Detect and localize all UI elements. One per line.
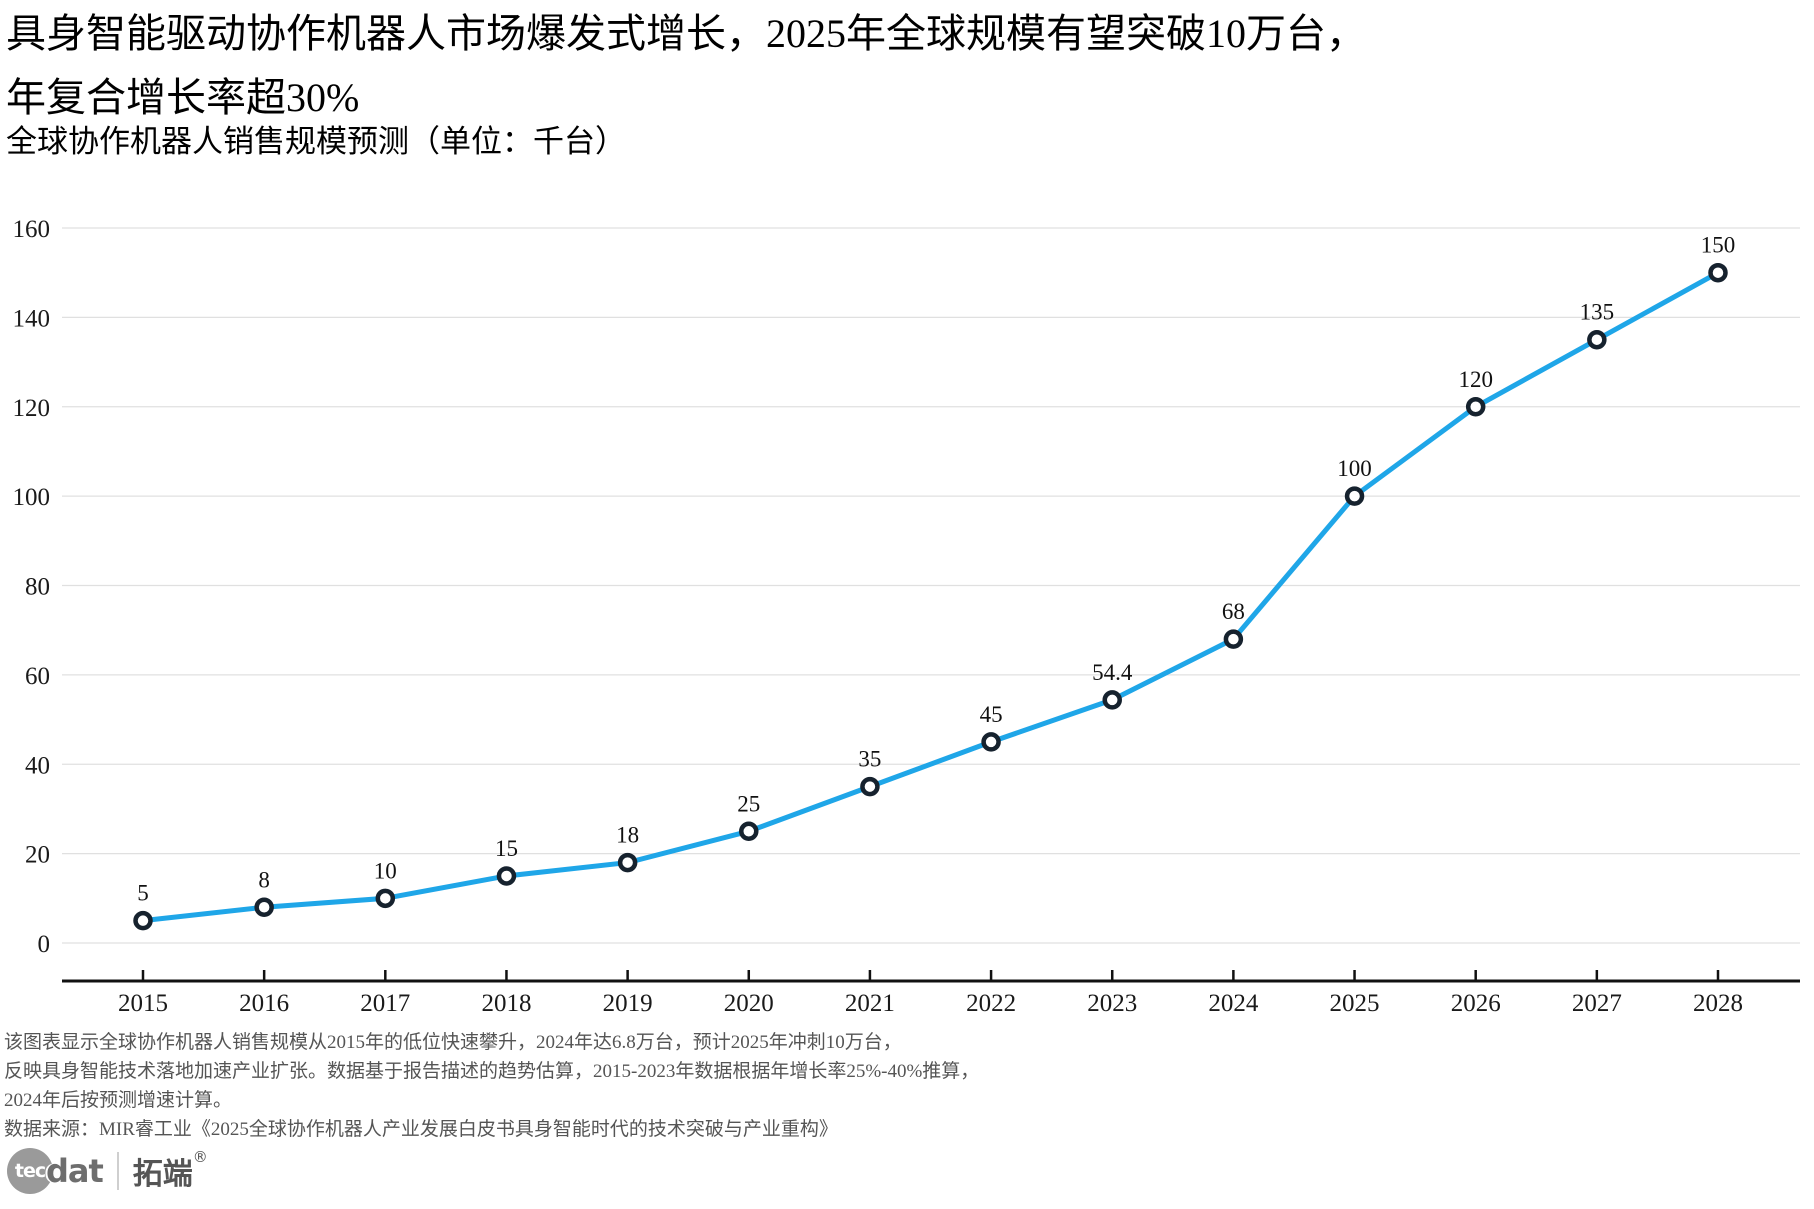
tecdat-logo: tec dat 拓端 ® bbox=[7, 1146, 208, 1196]
data-point-label: 150 bbox=[1701, 233, 1736, 258]
data-point-marker bbox=[1102, 690, 1122, 710]
footnote-source: 数据来源：MIR睿工业《2025全球协作机器人产业发展白皮书具身智能时代的技术突… bbox=[4, 1119, 838, 1140]
x-tick-label: 2024 bbox=[1208, 990, 1259, 1017]
data-point-marker bbox=[133, 910, 153, 931]
y-tick-label: 80 bbox=[25, 574, 50, 601]
x-tick-label: 2016 bbox=[239, 990, 289, 1017]
data-point-marker bbox=[496, 866, 517, 886]
brand-name: 拓端 bbox=[132, 1157, 193, 1192]
data-point-marker bbox=[254, 897, 274, 917]
data-point-marker bbox=[860, 776, 880, 797]
footnote: 该图表显示全球协作机器人销售规模从2015年的低位快速攀升，2024年达6.8万… bbox=[4, 1028, 979, 1144]
registered-mark-icon: ® bbox=[192, 1148, 208, 1166]
data-point-label: 35 bbox=[858, 747, 881, 772]
data-point-label: 10 bbox=[374, 858, 397, 883]
data-point-label: 25 bbox=[737, 791, 760, 816]
x-tick-label: 2027 bbox=[1572, 990, 1622, 1017]
data-point-label: 135 bbox=[1580, 300, 1615, 325]
data-point-label: 100 bbox=[1337, 456, 1372, 481]
data-point-marker bbox=[739, 821, 759, 842]
y-tick-label: 120 bbox=[13, 395, 51, 422]
y-tick-label: 40 bbox=[25, 752, 50, 779]
footnote-line: 反映具身智能技术落地加速产业扩张。数据基于报告描述的趋势估算，2015-2023… bbox=[4, 1061, 980, 1082]
logo-divider bbox=[116, 1152, 119, 1190]
page-title: 具身智能驱动协作机器人市场爆发式增长，2025年全球规模有望突破10万台， 年复… bbox=[6, 2, 1366, 130]
trend-line bbox=[140, 270, 1721, 924]
data-point-marker bbox=[617, 852, 638, 873]
footnote-line: 该图表显示全球协作机器人销售规模从2015年的低位快速攀升，2024年达6.8万… bbox=[4, 1032, 902, 1053]
title-line-2: 年复合增长率超30% bbox=[6, 75, 360, 120]
data-point-label: 8 bbox=[258, 867, 270, 892]
y-tick-label: 140 bbox=[13, 305, 51, 332]
data-point-marker bbox=[1708, 262, 1728, 283]
y-tick-label: 100 bbox=[13, 484, 51, 511]
x-tick-label: 2026 bbox=[1451, 990, 1501, 1017]
x-tick-label: 2018 bbox=[481, 990, 531, 1017]
data-point-label: 68 bbox=[1222, 599, 1245, 624]
data-point-label: 54.4 bbox=[1092, 660, 1133, 685]
x-tick-label: 2023 bbox=[1087, 990, 1137, 1017]
x-tick-label: 2020 bbox=[724, 990, 774, 1017]
y-tick-label: 0 bbox=[38, 931, 51, 958]
tecdat-logo-text: dat bbox=[46, 1152, 104, 1190]
data-point-label: 5 bbox=[137, 881, 149, 906]
data-point-marker bbox=[981, 732, 1001, 752]
y-tick-label: 160 bbox=[13, 216, 51, 243]
data-point-marker bbox=[1344, 486, 1365, 506]
y-tick-label: 60 bbox=[25, 663, 50, 690]
chart-subtitle: 全球协作机器人销售规模预测（单位：千台） bbox=[6, 124, 626, 159]
x-tick-label: 2028 bbox=[1693, 990, 1743, 1017]
data-point-label: 15 bbox=[495, 836, 518, 861]
data-point-label: 18 bbox=[616, 823, 639, 848]
data-point-marker bbox=[1465, 397, 1486, 417]
y-tick-label: 20 bbox=[25, 842, 50, 869]
data-point-marker bbox=[1223, 629, 1244, 649]
data-point-marker bbox=[375, 888, 396, 909]
x-tick-label: 2021 bbox=[845, 990, 895, 1017]
footnote-line: 2024年后按预测增速计算。 bbox=[4, 1090, 233, 1111]
x-tick-label: 2025 bbox=[1330, 990, 1380, 1017]
title-line-1: 具身智能驱动协作机器人市场爆发式增长，2025年全球规模有望突破10万台， bbox=[6, 11, 1366, 56]
tecdat-logo-circle: tec bbox=[7, 1148, 53, 1194]
x-tick-label: 2022 bbox=[966, 990, 1016, 1017]
x-tick-label: 2015 bbox=[118, 990, 168, 1017]
x-tick-label: 2017 bbox=[360, 990, 410, 1017]
data-point-marker bbox=[1587, 329, 1607, 350]
data-point-label: 45 bbox=[980, 702, 1003, 727]
data-point-label: 120 bbox=[1458, 367, 1493, 392]
x-tick-label: 2019 bbox=[603, 990, 653, 1017]
